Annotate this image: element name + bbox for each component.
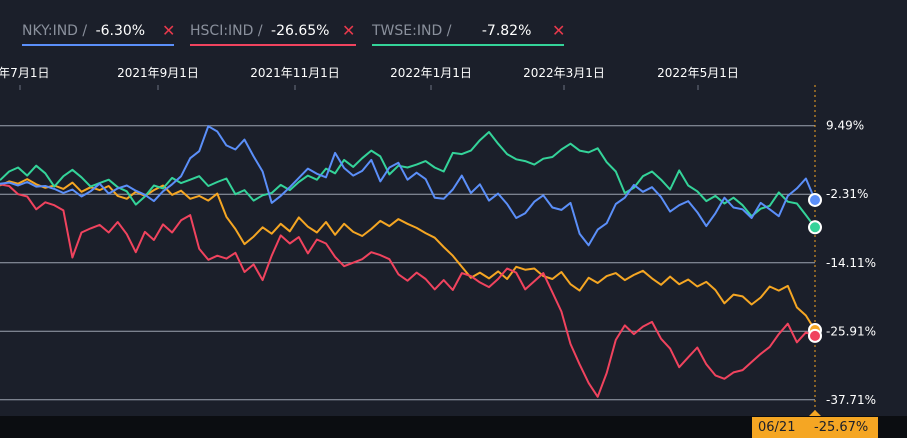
series-line-twse[interactable]	[0, 131, 816, 228]
legend-symbol: HSCI:IND	[190, 23, 254, 39]
series-endpoints	[808, 192, 822, 343]
y-tick-label: -2.31%	[826, 187, 868, 201]
x-tick-label: 2022年3月1日	[523, 66, 605, 80]
x-tick-label: 2021年11月1日	[250, 66, 339, 80]
grid	[0, 125, 815, 401]
series-endpoint-marker	[808, 192, 822, 207]
x-tick-label: 2022年5月1日	[657, 66, 739, 80]
legend-item-hsci[interactable]: HSCI:IND / -26.65% ✕	[190, 20, 356, 46]
x-axis: 1年7月1日 2021年9月1日 2021年11月1日 2022年1月1日 2022年3…	[0, 66, 739, 90]
series-endpoint-marker	[808, 220, 822, 235]
legend-value: -6.30%	[95, 23, 146, 39]
remove-series-icon[interactable]: ✕	[162, 21, 176, 40]
remove-series-icon[interactable]: ✕	[342, 21, 356, 40]
legend-underline	[372, 44, 564, 46]
legend-symbol: TWSE:IND	[372, 23, 443, 39]
series-line-extra[interactable]	[0, 178, 816, 331]
crosshair-pointer	[809, 410, 821, 416]
legend-symbol: NKY:IND	[22, 23, 78, 39]
crosshair-date: 06/21	[758, 420, 796, 435]
legend-separator: /	[446, 23, 452, 39]
crosshair-label: 06/21 -25.67%	[752, 417, 878, 438]
y-tick-label: -25.91%	[826, 324, 876, 338]
remove-series-icon[interactable]: ✕	[552, 21, 566, 40]
series-line-nky[interactable]	[0, 125, 816, 247]
legend-value: -7.82%	[481, 23, 532, 39]
x-tick-label: 2022年1月1日	[390, 66, 472, 80]
x-axis-strip	[0, 416, 907, 438]
legend-underline	[22, 44, 174, 46]
x-tick-label: 2021年9月1日	[117, 66, 199, 80]
y-tick-label: 9.49%	[826, 119, 864, 133]
legend-value: -26.65%	[271, 23, 330, 39]
series-endpoint-marker	[808, 328, 822, 343]
x-tick-label: 1年7月1日	[0, 66, 49, 80]
legend-separator: /	[82, 23, 88, 39]
y-tick-label: -14.11%	[826, 256, 876, 270]
legend-underline	[190, 44, 356, 46]
legend-item-twse[interactable]: TWSE:IND / -7.82% ✕	[372, 20, 565, 46]
y-axis: 9.49% -2.31% -14.11% -25.91% -37.71%	[826, 119, 876, 407]
series-line-hsci[interactable]	[0, 183, 816, 398]
crosshair-value: -25.67%	[814, 420, 869, 435]
y-tick-label: -37.71%	[826, 393, 876, 407]
series-group	[0, 125, 816, 398]
legend: NKY:IND / -6.30% ✕ HSCI:IND / -26.65% ✕ …	[0, 0, 907, 50]
legend-item-nky[interactable]: NKY:IND / -6.30% ✕	[22, 20, 175, 46]
legend-separator: /	[257, 23, 263, 39]
